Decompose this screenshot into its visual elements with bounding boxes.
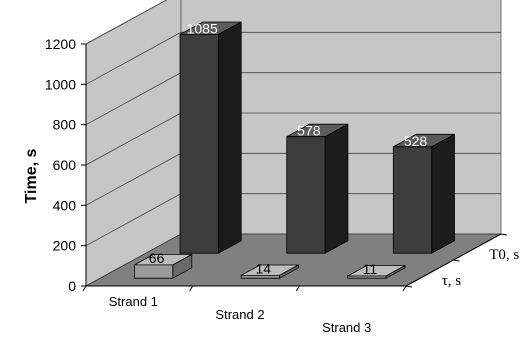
x-tick-mark — [189, 285, 194, 292]
series-label: T0, s — [489, 247, 519, 263]
y-tick-label: 1200 — [45, 36, 76, 52]
y-tick-label: 1000 — [45, 76, 76, 92]
bars — [133, 21, 455, 279]
bar-t0-front — [392, 146, 433, 254]
bar-tau-front — [133, 264, 174, 279]
gridline — [85, 31, 501, 85]
data-label: 1085 — [187, 20, 218, 36]
series-label: τ, s — [442, 273, 462, 289]
data-label: 578 — [297, 123, 321, 139]
bar-t0-side — [324, 123, 349, 254]
y-tick-label: 600 — [53, 157, 77, 173]
gridline — [85, 0, 168, 45]
axes — [81, 43, 508, 292]
bar-t0-side — [217, 21, 242, 254]
depth-tick-mark — [500, 233, 508, 236]
x-tick-label: Strand 1 — [109, 294, 158, 309]
x-tick-mark — [82, 285, 87, 292]
bar-tau-front — [240, 274, 280, 279]
data-label: 14 — [255, 260, 271, 276]
y-tick-label: 800 — [53, 117, 77, 133]
depth-tick-mark — [453, 259, 460, 262]
y-tick-label: 400 — [53, 197, 77, 213]
bar-t0-side — [431, 133, 455, 254]
y-tick-label: 0 — [68, 278, 76, 294]
bar-t0-front — [286, 136, 326, 254]
x-tick-label: Strand 2 — [215, 307, 264, 322]
x-tick-mark — [295, 285, 300, 292]
labels: 0 200 400 600 800 1000 1200 528 578 1085 11 14 66 Str… — [45, 20, 520, 335]
y-axis-label: Time, s — [23, 148, 40, 203]
bar-t0-front — [179, 34, 219, 254]
depth-tick-mark — [405, 285, 413, 288]
x-tick-mark — [402, 285, 407, 292]
data-label: 66 — [149, 250, 165, 266]
y-tick-label: 200 — [53, 238, 77, 254]
data-label: 528 — [404, 133, 428, 149]
bar-tau-front — [347, 275, 387, 279]
data-label: 11 — [363, 261, 378, 277]
x-tick-label: Strand 3 — [322, 320, 371, 335]
